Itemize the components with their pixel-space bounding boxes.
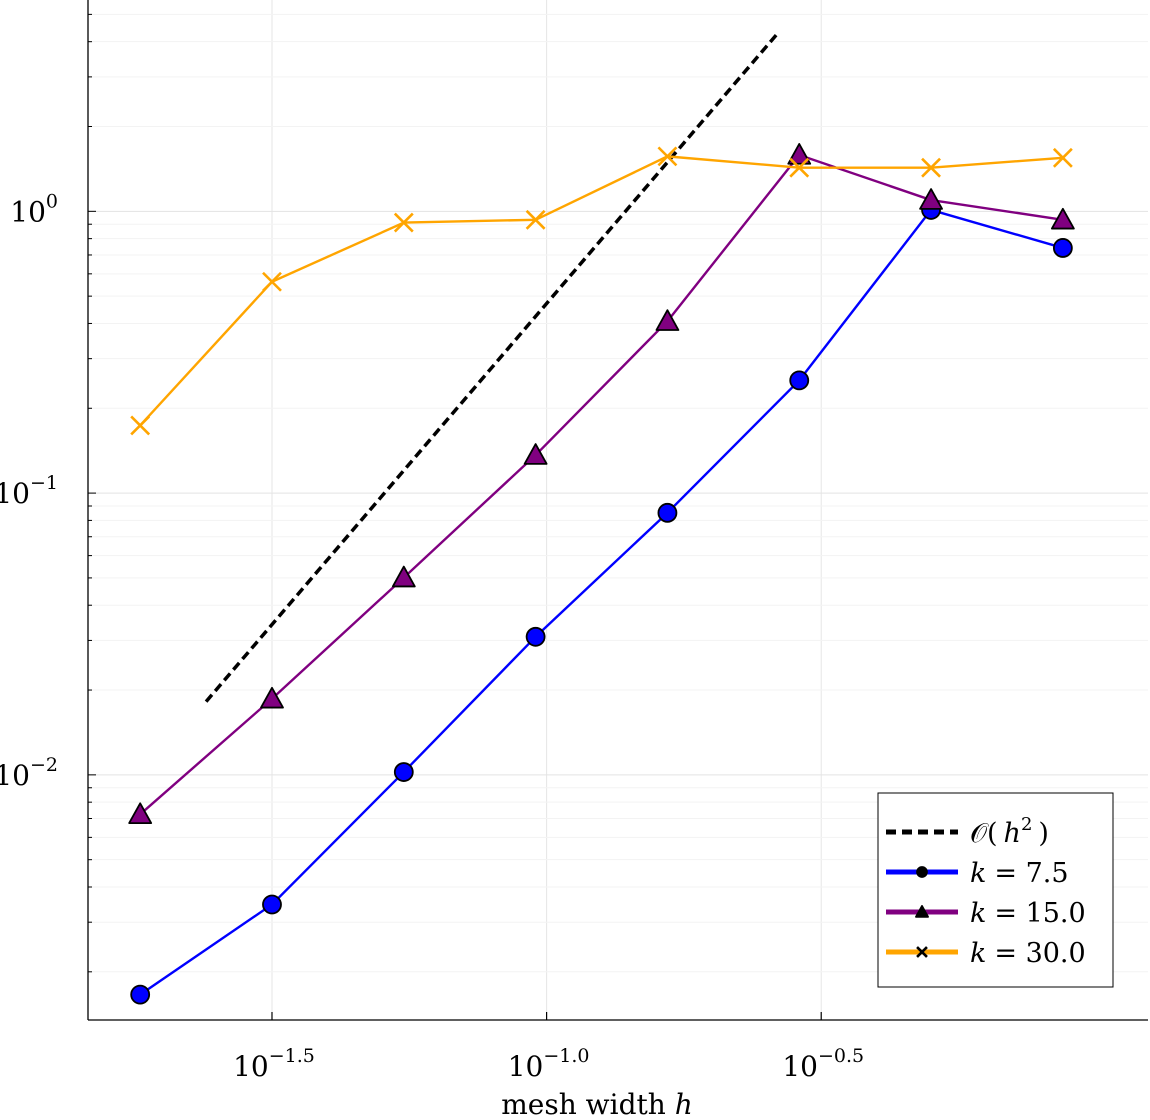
- y-tick-label: 100: [10, 190, 58, 228]
- data-point-x: [657, 146, 678, 167]
- series-triangle: [128, 143, 1075, 825]
- x-tick-base: 10: [233, 1050, 269, 1083]
- data-point-circle: [789, 370, 810, 391]
- legend-label-var: k: [970, 898, 986, 929]
- series-group: [128, 143, 1075, 1005]
- x-tick-exponent: −1.0: [543, 1045, 589, 1067]
- x-tick-base: 10: [782, 1050, 818, 1083]
- y-tick-base: 10: [0, 477, 30, 510]
- series-circle: [130, 200, 1073, 1005]
- legend-label-value: = 7.5: [994, 858, 1068, 889]
- x-axis-label-text: mesh width: [501, 1088, 666, 1120]
- data-point-circle: [1052, 238, 1073, 258]
- y-tick-exponent: 0: [46, 190, 58, 212]
- y-tick-label: 10−1: [0, 472, 58, 510]
- legend-label-value: = 30.0: [994, 938, 1085, 969]
- series-line: [139, 208, 1064, 996]
- data-point-x: [921, 157, 941, 178]
- x-tick-base: 10: [508, 1050, 544, 1083]
- legend-label: k = 30.0: [970, 938, 1086, 969]
- data-point-triangle: [523, 443, 548, 465]
- grid: [88, 0, 1148, 1020]
- x-axis-label-var: h: [675, 1088, 693, 1120]
- legend-label: k = 15.0: [970, 898, 1086, 929]
- data-point-triangle: [787, 143, 812, 165]
- y-tick-exponent: −1: [30, 472, 58, 494]
- legend-label-var: k: [970, 938, 986, 969]
- data-point-triangle: [260, 686, 284, 709]
- x-tick-exponent: −1.5: [269, 1045, 315, 1067]
- data-point-circle: [657, 502, 678, 523]
- legend-ref-var: h: [1004, 818, 1021, 849]
- y-tick-base: 10: [10, 195, 46, 228]
- data-point-circle: [262, 894, 282, 915]
- data-point-triangle: [391, 565, 416, 588]
- legend-ref-suffix: ): [1038, 818, 1049, 849]
- legend-label-var: k: [970, 858, 986, 889]
- data-point-triangle: [655, 309, 680, 331]
- legend-marker-circle: [916, 866, 928, 878]
- data-point-circle: [525, 626, 546, 647]
- series-x: [130, 146, 1073, 436]
- data-point-triangle: [1050, 207, 1075, 230]
- legend-box: [877, 792, 1114, 988]
- legend-label-value: = 15.0: [994, 898, 1085, 929]
- series-line: [139, 155, 1063, 427]
- data-point-x: [525, 209, 546, 230]
- x-axis-label: mesh width h: [501, 1088, 693, 1120]
- legend-ref-prefix: 𝒪(: [970, 818, 998, 849]
- data-point-x: [789, 157, 810, 178]
- reference-line-group: [204, 32, 779, 703]
- x-tick-exponent: −0.5: [818, 1045, 864, 1067]
- y-tick-exponent: −2: [30, 754, 58, 776]
- legend-label-reference: 𝒪(h2): [970, 814, 1049, 849]
- x-tick-label: 10−1.0: [508, 1045, 590, 1083]
- legend-ref-sup: 2: [1021, 814, 1032, 835]
- data-point-x: [1052, 147, 1073, 168]
- data-point-circle: [393, 762, 414, 782]
- data-point-circle: [130, 984, 151, 1005]
- legend-label: k = 7.5: [970, 858, 1069, 889]
- data-point-triangle: [919, 188, 943, 210]
- legend-marker-x: [916, 946, 928, 958]
- x-tick-label: 10−0.5: [782, 1045, 864, 1083]
- series-line: [139, 153, 1064, 816]
- data-point-x: [130, 415, 151, 436]
- y-tick-base: 10: [0, 759, 30, 792]
- y-tick-label: 10−2: [0, 754, 58, 792]
- data-point-x: [262, 271, 282, 292]
- data-point-x: [393, 212, 414, 233]
- data-point-triangle: [128, 802, 153, 825]
- x-tick-label: 10−1.5: [233, 1045, 315, 1083]
- legend-marker-triangle: [915, 905, 929, 918]
- legend: 𝒪(h2) k = 7.5 k = 15.0 k = 30.0: [877, 792, 1114, 988]
- axes: [87, 0, 1148, 1021]
- reference-line-h2: [204, 32, 779, 703]
